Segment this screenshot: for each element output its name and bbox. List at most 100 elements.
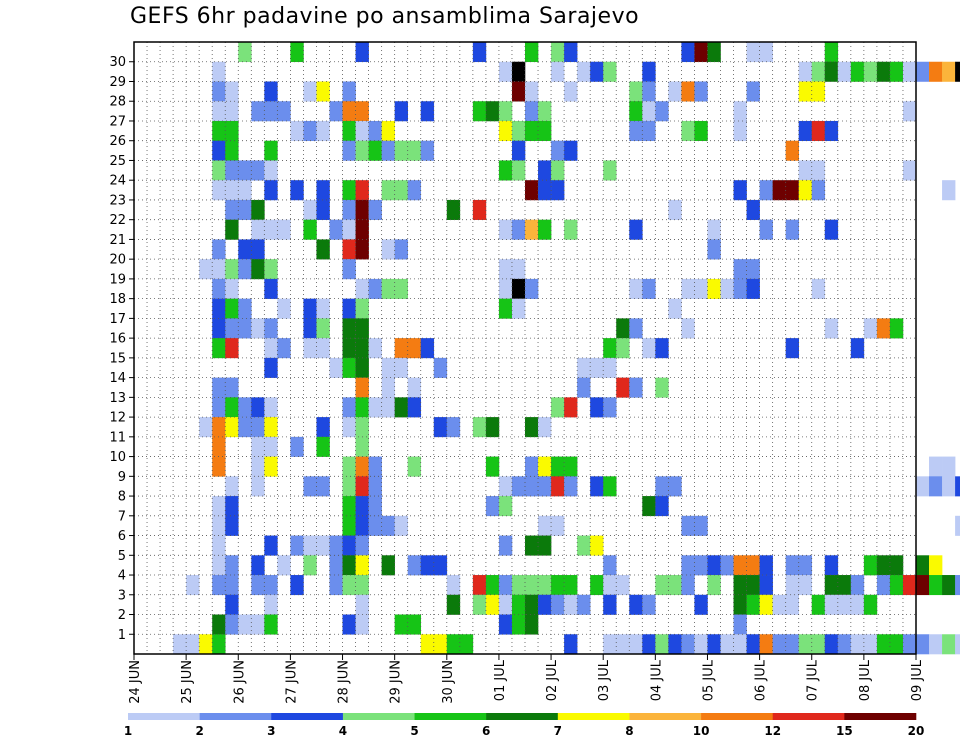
colorbar-label: 2 [195,724,203,738]
heatmap-cell [225,120,239,142]
heatmap-cell [655,476,669,497]
heatmap-cell [668,634,682,655]
heatmap-cell [212,239,226,260]
heatmap-cell [694,594,708,615]
heatmap-cell [564,476,578,497]
heatmap-cell [368,120,382,142]
heatmap-cell [316,199,330,220]
heatmap-cell [498,61,513,82]
heatmap-cell [551,397,565,418]
heatmap-cell [342,535,356,556]
y-tick-label: 25 [109,154,126,169]
heatmap-cell [655,377,669,398]
heatmap-cell [551,456,565,477]
heatmap-cell [511,298,526,319]
heatmap-cell [355,476,369,497]
y-tick-label: 7 [118,509,126,524]
heatmap-cell [655,496,669,517]
heatmap-cell [824,61,839,82]
heatmap-cell [368,397,382,418]
heatmap-cell [212,456,226,477]
heatmap-cell [876,318,891,339]
heatmap-cell [355,199,369,220]
heatmap-cell [225,397,239,418]
y-tick-label: 23 [109,193,126,208]
heatmap-cell [342,338,356,359]
heatmap-cell [798,160,813,181]
heatmap-cell [551,476,565,497]
y-tick-label: 2 [118,608,126,623]
heatmap-cell [212,338,226,359]
heatmap-cell [603,397,617,418]
heatmap-cell [655,338,669,359]
heatmap-cell [355,496,369,517]
heatmap-cell [733,259,747,280]
y-tick-label: 27 [109,114,126,129]
y-tick-label: 21 [109,233,126,248]
heatmap-cell [876,575,891,596]
heatmap-cell [681,81,695,102]
heatmap-cell [355,298,369,319]
heatmap-cell [942,180,956,201]
heatmap-cell [368,456,382,477]
heatmap-cell [538,101,552,122]
colorbar-swatch [844,713,917,720]
heatmap-cell [342,318,356,339]
heatmap-cell [394,357,408,378]
heatmap-cell [616,634,630,655]
heatmap-cell [746,81,760,102]
heatmap-cell [433,417,448,438]
x-tick-label: 08 JUL [858,659,873,701]
heatmap-cell [212,614,226,635]
heatmap-cell [824,120,839,142]
heatmap-cell [394,180,408,201]
y-tick-label: 15 [109,351,126,366]
heatmap-cell [811,120,826,142]
heatmap-cell [811,278,826,299]
heatmap-cell [251,318,265,339]
colorbar-swatch [557,713,630,720]
heatmap-cell [564,42,578,63]
heatmap-cell [342,555,356,576]
heatmap-cell [511,575,526,596]
heatmap-cell [629,101,643,122]
heatmap-cell [525,278,539,299]
heatmap-cell [355,318,369,339]
heatmap-cell [472,101,487,122]
heatmap-cell [642,120,656,142]
x-tick-label: 30 JUN [441,660,456,704]
heatmap-cell [525,120,539,142]
heatmap-cell [863,61,878,82]
heatmap-cell [538,535,552,556]
heatmap-cell [929,555,943,576]
heatmap-cell [681,318,695,339]
colorbar-swatch [772,713,845,720]
heatmap-cell [290,436,304,457]
heatmap-cell [590,535,604,556]
heatmap-cell [798,61,813,82]
heatmap-cell [225,338,239,359]
heatmap-cell [955,476,960,497]
heatmap-cell [368,278,382,299]
heatmap-cell [212,180,226,201]
heatmap-cell [707,555,721,576]
heatmap-cell [342,575,356,596]
heatmap-cell [681,120,695,142]
heatmap-cell [394,614,408,635]
y-tick-label: 6 [118,529,126,544]
x-tick-label: 02 JUL [545,659,560,701]
heatmap-cell [655,101,669,122]
heatmap-cell [498,259,513,280]
heatmap-cell [225,496,239,517]
heatmap-cell [407,456,422,477]
heatmap-cell [525,535,539,556]
heatmap-cell [303,219,317,240]
heatmap-cell [629,634,643,655]
heatmap-cell [525,42,539,63]
heatmap-cell [212,259,226,280]
heatmap-cell [394,239,408,260]
heatmap-cell [381,239,395,260]
heatmap-cell [355,515,369,536]
heatmap-cell [355,417,369,438]
heatmap-cell [642,634,656,655]
